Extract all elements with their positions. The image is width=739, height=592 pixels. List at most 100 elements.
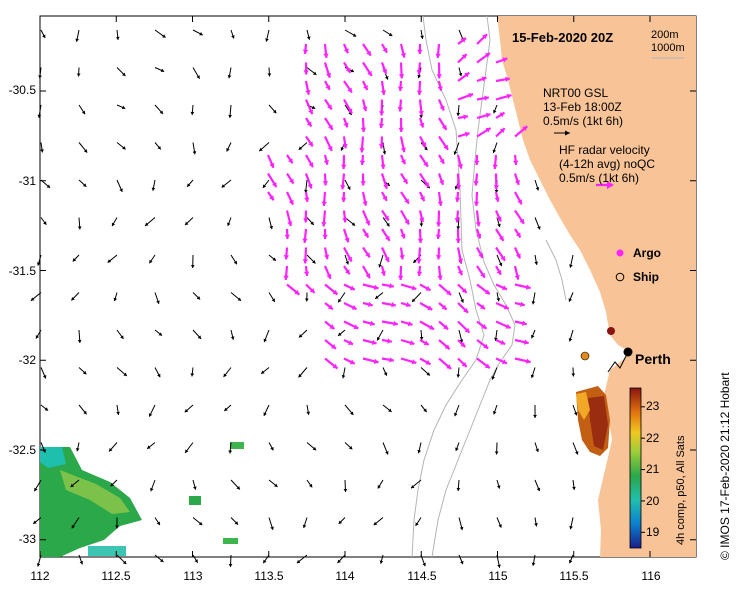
- sst-patch-small-4: [223, 538, 238, 544]
- model-arrow-head: [383, 372, 388, 376]
- model-arrow-head: [348, 445, 353, 450]
- model-arrow-head: [456, 374, 461, 378]
- model-arrow-head: [459, 526, 464, 531]
- radar-arrow-head: [342, 217, 348, 223]
- model-arrow-head: [148, 413, 153, 417]
- model-arrow-head: [535, 448, 539, 453]
- radar-arrow-head: [321, 201, 327, 206]
- perth-marker: [623, 347, 633, 357]
- model-arrow-head: [270, 526, 274, 530]
- x-tick-label-1: 112.5: [101, 569, 131, 583]
- radar-arrow-head: [308, 141, 313, 147]
- radar-arrow-head: [485, 127, 491, 133]
- sst-patch-cool: [40, 447, 66, 468]
- model-arrow-head: [70, 483, 75, 488]
- model-arrow-head: [350, 68, 354, 73]
- x-tick-label-3: 113.5: [254, 569, 284, 583]
- model-arrow-head: [115, 525, 119, 529]
- model-arrow-head: [373, 521, 378, 526]
- radar-arrow-head: [283, 275, 289, 280]
- radar-arrow-head: [307, 183, 313, 189]
- y-tick-label-3: -32: [18, 353, 36, 367]
- radar-arrow-head: [446, 364, 452, 369]
- radar-arrow-head: [328, 124, 333, 130]
- argo-legend-symbol: [616, 249, 624, 257]
- x-tick-label-6: 115: [488, 569, 508, 583]
- radar-arrow-head: [496, 216, 502, 222]
- model-arrow-head: [269, 225, 274, 230]
- model-arrow-head: [196, 75, 200, 79]
- model-arrow-head: [458, 72, 463, 77]
- model-arrow-head: [298, 373, 302, 378]
- model-arrow-head: [192, 151, 197, 155]
- model-arrow-head: [270, 446, 274, 451]
- model-arrow-head: [156, 521, 160, 526]
- radar-arrow-head: [348, 340, 353, 345]
- model-arrow-head: [83, 410, 87, 415]
- radar-arrow-head: [494, 197, 500, 202]
- model-arrow-head: [417, 449, 422, 454]
- model-arrow-head: [122, 72, 126, 77]
- radar-arrow-head: [382, 68, 388, 74]
- radar-arrow-head: [417, 238, 424, 243]
- model-arrow-head: [150, 487, 154, 492]
- model-arrow-head: [228, 114, 232, 118]
- radar-arrow-head: [365, 252, 370, 258]
- model-arrow-head: [454, 412, 458, 417]
- y-tick-label-4: -32.5: [8, 443, 36, 457]
- radar-arrow-head: [460, 342, 466, 347]
- model-arrow-head: [33, 520, 37, 524]
- radar-arrow-head: [461, 38, 467, 43]
- model-arrow-head: [119, 188, 123, 192]
- radar-arrow-head: [323, 254, 330, 260]
- model-arrow-head: [306, 36, 311, 40]
- model-arrow-head: [412, 298, 416, 302]
- radar-arrow-head: [525, 358, 531, 364]
- model-arrow-head: [569, 525, 573, 530]
- radar-arrow-head: [435, 234, 442, 239]
- model-arrow-head: [160, 68, 165, 73]
- model-arrow-head: [310, 221, 314, 225]
- perth-coast-squiggle: [607, 355, 627, 373]
- model-arrow-head: [530, 334, 535, 339]
- radar-arrow-head: [411, 285, 417, 291]
- model-arrow-head: [459, 339, 464, 343]
- radar-arrow-head: [269, 195, 274, 201]
- model-arrow-head: [456, 226, 461, 230]
- radar-arrow-head: [288, 178, 294, 184]
- model-arrow-head: [261, 370, 265, 374]
- model-arrow-head: [530, 374, 535, 378]
- radar-arrow-head: [373, 358, 379, 364]
- sst-colorbar-label-2: 21: [646, 462, 660, 476]
- sst-patch-small-2: [230, 442, 244, 449]
- radar-arrow-head: [482, 34, 488, 40]
- radar-arrow-head: [520, 301, 525, 307]
- radar-arrow-head: [332, 289, 338, 295]
- radar-arrow-head: [454, 197, 461, 202]
- radar-arrow-head: [500, 255, 506, 261]
- model-arrow-head: [196, 296, 201, 300]
- radar-arrow-head: [303, 218, 309, 223]
- model-arrow-head: [382, 151, 387, 155]
- y-tick-label-1: -31: [18, 174, 36, 188]
- model-arrow-head: [120, 335, 124, 339]
- model-arrow-head: [422, 562, 426, 567]
- radar-arrow-head: [362, 106, 368, 112]
- model-arrow-head: [158, 332, 163, 336]
- radar-arrow-head: [389, 283, 394, 289]
- model-arrow-head: [415, 522, 419, 526]
- model-arrow-head: [424, 146, 428, 151]
- radar-arrow-head: [419, 122, 425, 128]
- model-arrow-head: [223, 373, 227, 377]
- radar-arrow-head: [464, 131, 470, 137]
- radar-arrow-head: [473, 201, 480, 206]
- radar-arrow-head: [309, 287, 315, 293]
- radar-arrow-head: [443, 324, 449, 330]
- radar-arrow-head: [327, 104, 332, 110]
- radar-arrow-head: [340, 184, 346, 190]
- model-arrow-head: [534, 523, 538, 527]
- radar-arrow-head: [514, 274, 520, 280]
- model-arrow-head: [531, 301, 536, 305]
- sst-dot-2: [580, 351, 590, 361]
